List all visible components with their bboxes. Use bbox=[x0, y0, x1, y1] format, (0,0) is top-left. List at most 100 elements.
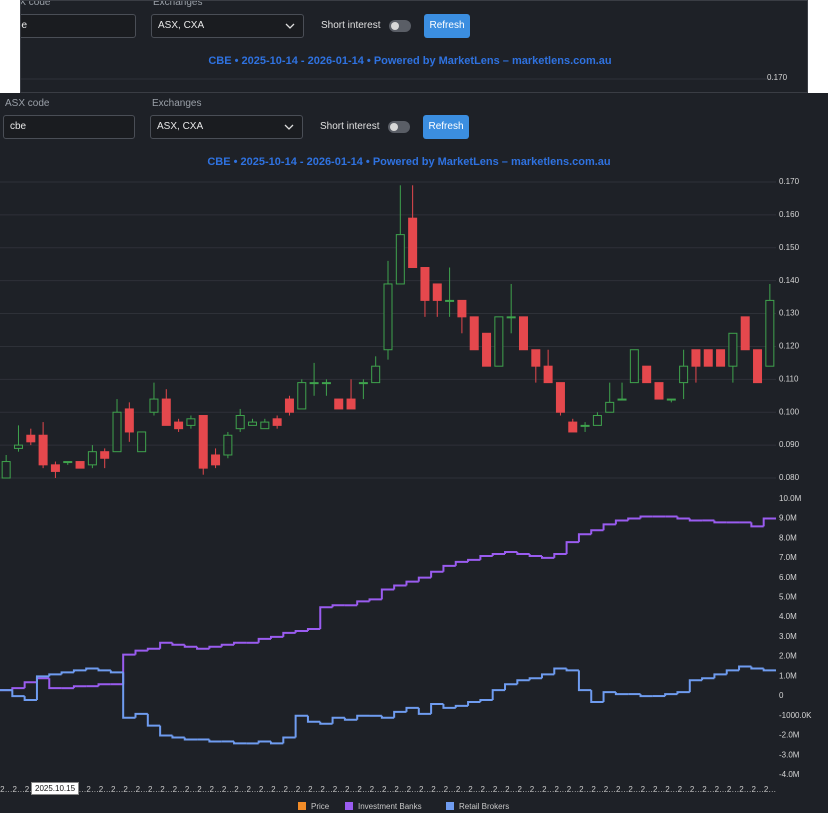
candle-body bbox=[605, 401, 615, 413]
stale-chart: 0.170 bbox=[21, 73, 788, 82]
x-tick-label: 2026.01.14 bbox=[763, 785, 776, 794]
candle-body bbox=[629, 349, 639, 384]
step-line bbox=[97, 683, 111, 687]
candle-body bbox=[555, 382, 565, 413]
candle-body bbox=[248, 421, 258, 426]
asx-code-input[interactable]: cbe bbox=[3, 115, 135, 139]
candle-body bbox=[765, 299, 775, 367]
x-tick-label: 2025.10.30 bbox=[135, 785, 148, 794]
step-line bbox=[713, 673, 727, 679]
step-line bbox=[319, 721, 333, 725]
step-line bbox=[639, 694, 653, 698]
step-line bbox=[528, 553, 542, 557]
candle-body bbox=[149, 398, 159, 413]
candle-body bbox=[124, 408, 134, 433]
x-tick-label: 2025.12.19 bbox=[579, 785, 591, 794]
step-line bbox=[306, 627, 321, 631]
step-line bbox=[565, 541, 579, 554]
exchanges-select[interactable]: ASX, CXA bbox=[150, 115, 303, 139]
candle-body bbox=[703, 349, 713, 367]
candle-body bbox=[260, 421, 270, 430]
y-tick-label: 8.0M bbox=[779, 533, 797, 542]
step-line bbox=[269, 741, 284, 745]
step-line bbox=[282, 736, 296, 744]
step-line bbox=[430, 570, 444, 578]
candle-body bbox=[137, 431, 147, 453]
step-line bbox=[713, 520, 727, 524]
step-line bbox=[430, 702, 444, 714]
candle-body bbox=[531, 349, 541, 367]
step-line bbox=[664, 693, 678, 697]
step-line bbox=[491, 689, 506, 701]
step-line bbox=[417, 707, 432, 715]
short-interest-toggle[interactable] bbox=[388, 121, 410, 133]
x-tick-label: 2025.12.29 bbox=[628, 785, 640, 794]
legend-swatch bbox=[298, 802, 306, 810]
candle-body bbox=[642, 365, 652, 384]
asx-code-label: ASX code bbox=[5, 98, 50, 109]
step-line bbox=[393, 584, 407, 590]
x-tick-label: 2026.01.06 bbox=[689, 785, 702, 794]
x-tick-label: 2026.01.05 bbox=[677, 785, 690, 794]
y-tick-label: 0.110 bbox=[779, 374, 799, 383]
legend-label: Retail Brokers bbox=[459, 802, 510, 811]
step-line bbox=[701, 677, 715, 681]
x-tick-label: 2025.11.12 bbox=[246, 785, 259, 794]
x-tick-label: 2025.11.25 bbox=[357, 785, 369, 794]
step-line bbox=[553, 552, 567, 558]
refresh-button[interactable]: Refresh bbox=[424, 14, 470, 38]
x-tick-label: 2025.10.31 bbox=[147, 785, 160, 794]
x-tick-label: 2025.12.23 bbox=[603, 785, 616, 794]
step-line bbox=[442, 564, 456, 572]
exchanges-select[interactable]: ASX, CXA bbox=[151, 14, 304, 38]
step-line bbox=[627, 517, 641, 521]
step-line bbox=[294, 714, 308, 738]
candle-body bbox=[235, 415, 245, 430]
x-tick-label: 2025.12.15 bbox=[529, 785, 542, 794]
x-tick-label: 2025.11.13 bbox=[258, 785, 271, 794]
candle-body bbox=[580, 424, 590, 427]
step-line bbox=[11, 687, 25, 691]
candle-body bbox=[297, 382, 307, 410]
step-line bbox=[405, 706, 419, 712]
candle-body bbox=[494, 316, 504, 367]
asx-code-input[interactable]: cbe bbox=[21, 14, 136, 38]
y-tick-label: 0.140 bbox=[779, 276, 800, 285]
x-tick-label: 2026.01.08 bbox=[714, 785, 727, 794]
short-interest-toggle[interactable] bbox=[389, 20, 411, 32]
candle-body bbox=[568, 421, 578, 433]
step-line bbox=[528, 677, 542, 681]
refresh-button[interactable]: Refresh bbox=[423, 115, 469, 139]
x-tick-label: 2025.12.05 bbox=[455, 785, 468, 794]
y-tick-label: 5.0M bbox=[779, 593, 797, 602]
x-tick-label: 2025.10.27 bbox=[98, 785, 111, 794]
step-line bbox=[85, 667, 99, 671]
step-line bbox=[467, 700, 481, 706]
step-line bbox=[614, 519, 629, 525]
step-line bbox=[540, 673, 555, 679]
step-line bbox=[504, 683, 518, 691]
candle-body bbox=[223, 434, 233, 456]
candle-body bbox=[284, 398, 294, 413]
candle-body bbox=[469, 316, 479, 351]
candle-body bbox=[112, 411, 122, 453]
step-line bbox=[368, 598, 382, 602]
legend-label: Investment Banks bbox=[358, 802, 422, 811]
y-tick-label: 4.0M bbox=[779, 612, 797, 621]
candle-body bbox=[38, 434, 48, 466]
step-line bbox=[540, 555, 555, 559]
step-line bbox=[23, 681, 37, 689]
short-interest-label: Short interest bbox=[320, 121, 380, 132]
step-line bbox=[306, 715, 321, 723]
candle-body bbox=[617, 398, 627, 401]
step-line bbox=[356, 600, 370, 606]
candle-body bbox=[26, 434, 36, 443]
step-line bbox=[479, 699, 493, 702]
x-tick-label: 2025.11.05 bbox=[184, 785, 197, 794]
x-tick-label: 2025.12.12 bbox=[517, 785, 529, 794]
x-tick-label: 2025.12.24 bbox=[616, 785, 628, 794]
step-line bbox=[688, 679, 703, 693]
step-line bbox=[504, 551, 518, 554]
step-line bbox=[614, 692, 629, 696]
y-tick-label: -1000.0K bbox=[779, 711, 812, 720]
